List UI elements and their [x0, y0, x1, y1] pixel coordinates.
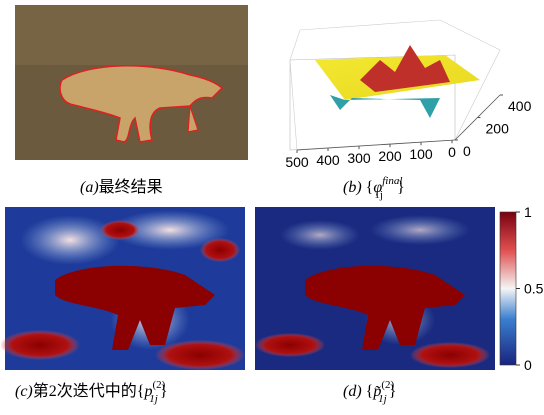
heatmap-d	[255, 207, 495, 370]
x-tick-label: 0	[448, 144, 456, 160]
colorbar-tick-label: 0.5	[524, 281, 544, 297]
y-tick-label: 400	[508, 98, 532, 114]
caption-c: (c)第2次迭代中的{p(2)1j}	[15, 379, 168, 405]
caption-d: (d) {p̃(2)1j}	[343, 379, 396, 405]
photo	[15, 5, 248, 160]
x-tick-label: 500	[285, 154, 309, 170]
x-tick-label: 100	[409, 146, 433, 162]
y-tick-label: 200	[486, 121, 510, 137]
colorbar-tick-label: 1	[524, 204, 532, 220]
y-tick-label: 0	[463, 143, 471, 159]
x-tick-label: 400	[316, 152, 340, 168]
surface-plot	[290, 20, 500, 150]
figure: (a)最终结果 (b) {φfinal1j} (c)第2次迭代中的{p(2)1j…	[0, 0, 544, 410]
colorbar	[500, 212, 516, 365]
heatmap-c	[0, 207, 245, 370]
x-tick-label: 300	[347, 150, 371, 166]
caption-a: (a)最终结果	[80, 178, 163, 196]
colorbar-tick-label: 0	[524, 357, 532, 373]
x-tick-label: 200	[378, 148, 402, 164]
